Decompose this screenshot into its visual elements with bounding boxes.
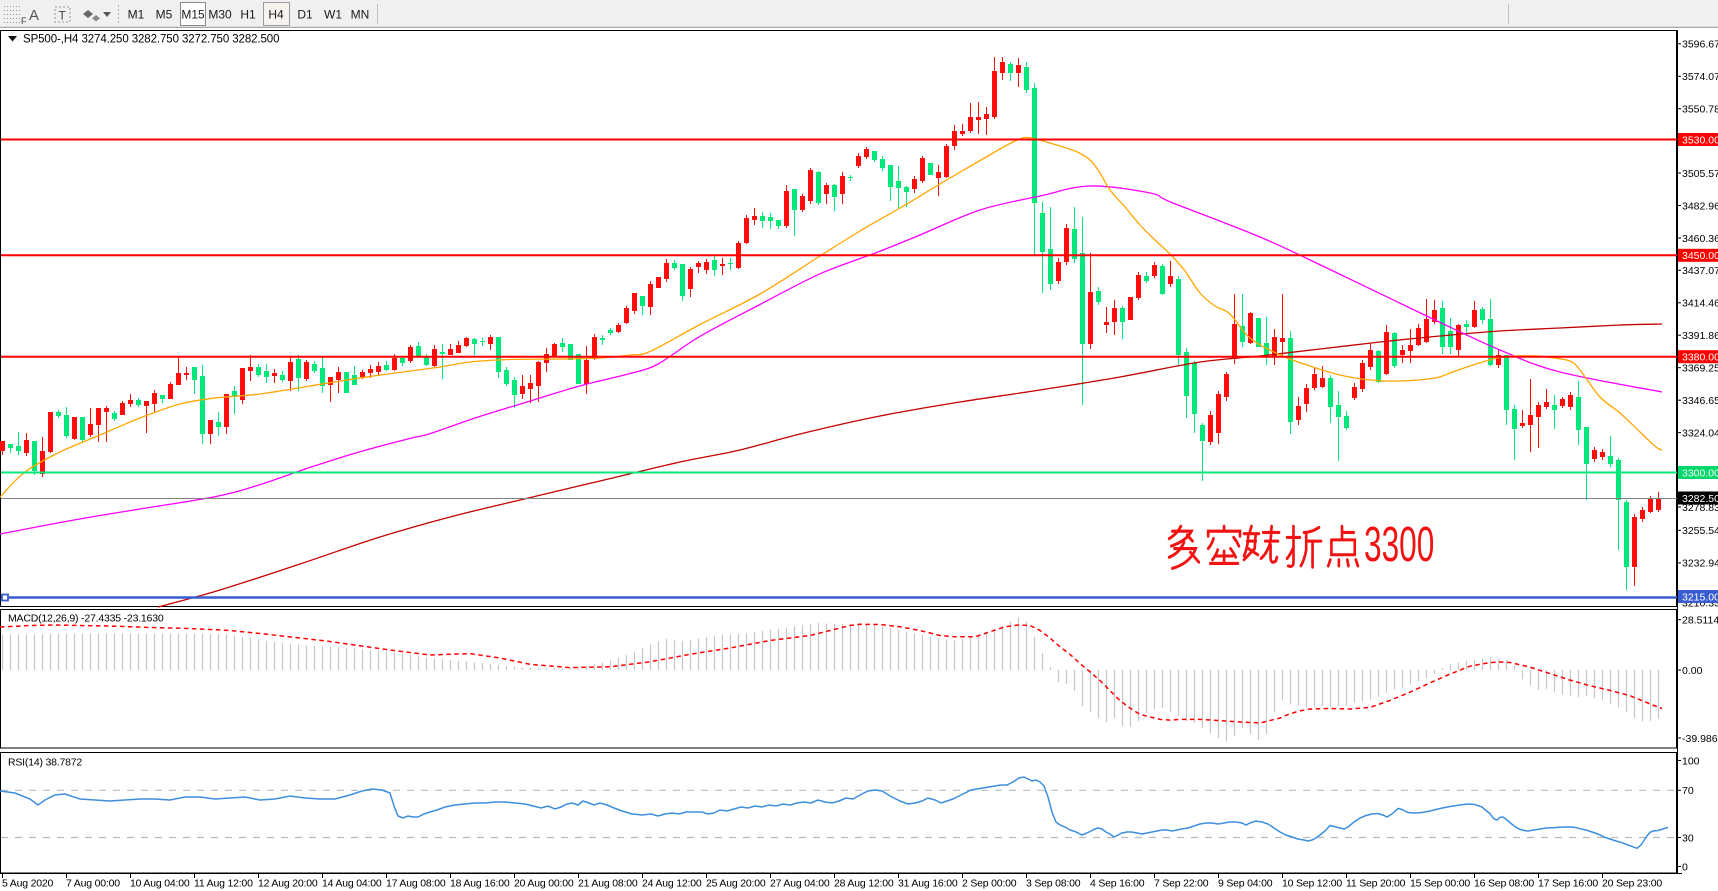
svg-text:70: 70 (1682, 785, 1694, 797)
svg-text:3324.045: 3324.045 (1682, 427, 1718, 439)
svg-text:21 Aug 08:00: 21 Aug 08:00 (578, 878, 638, 890)
svg-text:2 Sep 00:00: 2 Sep 00:00 (962, 878, 1017, 890)
svg-text:3255.545: 3255.545 (1682, 525, 1718, 537)
svg-text:18 Aug 16:00: 18 Aug 16:00 (450, 878, 510, 890)
svg-text:3550.780: 3550.780 (1682, 104, 1718, 116)
svg-text:3232.940: 3232.940 (1682, 558, 1718, 570)
svg-text:3215.000: 3215.000 (1682, 591, 1718, 603)
svg-text:17 Sep 16:00: 17 Sep 16:00 (1538, 878, 1598, 890)
svg-text:3300: 3300 (1364, 517, 1434, 572)
svg-text:3482.965: 3482.965 (1682, 200, 1718, 212)
svg-text:T: T (59, 9, 67, 23)
svg-text:31 Aug 16:00: 31 Aug 16:00 (898, 878, 958, 890)
svg-text:0: 0 (1682, 861, 1688, 873)
svg-text:27 Aug 04:00: 27 Aug 04:00 (770, 878, 830, 890)
svg-text:14 Aug 04:00: 14 Aug 04:00 (322, 878, 382, 890)
svg-text:3505.570: 3505.570 (1682, 168, 1718, 180)
svg-text:4 Sep 16:00: 4 Sep 16:00 (1090, 878, 1145, 890)
svg-text:H4: H4 (268, 8, 284, 22)
svg-text:F: F (21, 16, 27, 26)
svg-text:3278.835: 3278.835 (1682, 502, 1718, 514)
svg-text:M1: M1 (128, 8, 145, 22)
svg-text:0.00: 0.00 (1682, 665, 1703, 677)
svg-text:5 Aug 2020: 5 Aug 2020 (2, 878, 53, 890)
svg-text:10 Aug 04:00: 10 Aug 04:00 (130, 878, 190, 890)
svg-text:20 Aug 00:00: 20 Aug 00:00 (514, 878, 574, 890)
svg-text:24 Aug 12:00: 24 Aug 12:00 (642, 878, 702, 890)
svg-text:3450.000: 3450.000 (1682, 250, 1718, 262)
svg-text:3414.465: 3414.465 (1682, 298, 1718, 310)
svg-text:11 Aug 12:00: 11 Aug 12:00 (194, 878, 253, 890)
svg-text:7 Sep 22:00: 7 Sep 22:00 (1154, 878, 1209, 890)
svg-text:28.5114: 28.5114 (1682, 615, 1718, 627)
svg-text:MACD(12,26,9) -27.4335 -23.163: MACD(12,26,9) -27.4335 -23.1630 (8, 613, 164, 625)
svg-text:15 Sep 00:00: 15 Sep 00:00 (1410, 878, 1470, 890)
svg-text:20 Sep 23:00: 20 Sep 23:00 (1602, 878, 1662, 890)
svg-text:30: 30 (1682, 832, 1694, 844)
svg-text:3 Sep 08:00: 3 Sep 08:00 (1026, 878, 1081, 890)
svg-text:12 Aug 20:00: 12 Aug 20:00 (258, 878, 318, 890)
svg-text:9 Sep 04:00: 9 Sep 04:00 (1218, 878, 1273, 890)
svg-text:M15: M15 (181, 8, 205, 22)
svg-text:10 Sep 12:00: 10 Sep 12:00 (1282, 878, 1342, 890)
svg-text:11 Sep 20:00: 11 Sep 20:00 (1346, 878, 1406, 890)
svg-text:3369.255: 3369.255 (1682, 363, 1718, 375)
svg-text:16 Sep 08:00: 16 Sep 08:00 (1474, 878, 1534, 890)
svg-text:3460.360: 3460.360 (1682, 233, 1718, 245)
svg-text:H1: H1 (240, 8, 256, 22)
svg-text:3300.000: 3300.000 (1682, 467, 1718, 479)
svg-text:3596.675: 3596.675 (1682, 39, 1718, 51)
svg-text:3574.070: 3574.070 (1682, 71, 1718, 83)
svg-text:100: 100 (1682, 755, 1700, 767)
svg-text:MN: MN (351, 8, 370, 22)
svg-text:M30: M30 (208, 8, 232, 22)
svg-text:M5: M5 (156, 8, 173, 22)
svg-text:25 Aug 20:00: 25 Aug 20:00 (706, 878, 766, 890)
svg-text:7 Aug 00:00: 7 Aug 00:00 (66, 878, 120, 890)
svg-text:D1: D1 (297, 8, 313, 22)
svg-text:28 Aug 12:00: 28 Aug 12:00 (834, 878, 894, 890)
svg-text:A: A (29, 7, 39, 24)
svg-text:3391.860: 3391.860 (1682, 330, 1718, 342)
svg-text:W1: W1 (324, 8, 342, 22)
svg-text:17 Aug 08:00: 17 Aug 08:00 (386, 878, 446, 890)
svg-text:3380.000: 3380.000 (1682, 352, 1718, 364)
svg-text:-39.9869: -39.9869 (1682, 733, 1718, 745)
svg-text:3346.650: 3346.650 (1682, 395, 1718, 407)
svg-text:3530.000: 3530.000 (1682, 134, 1718, 146)
svg-text:3437.070: 3437.070 (1682, 265, 1718, 277)
svg-text:3282.500: 3282.500 (1682, 493, 1718, 505)
svg-text:RSI(14) 38.7872: RSI(14) 38.7872 (8, 757, 82, 769)
svg-text:SP500-,H4 3274.250 3282.750 3: SP500-,H4 3274.250 3282.750 3272.750 328… (23, 34, 279, 46)
